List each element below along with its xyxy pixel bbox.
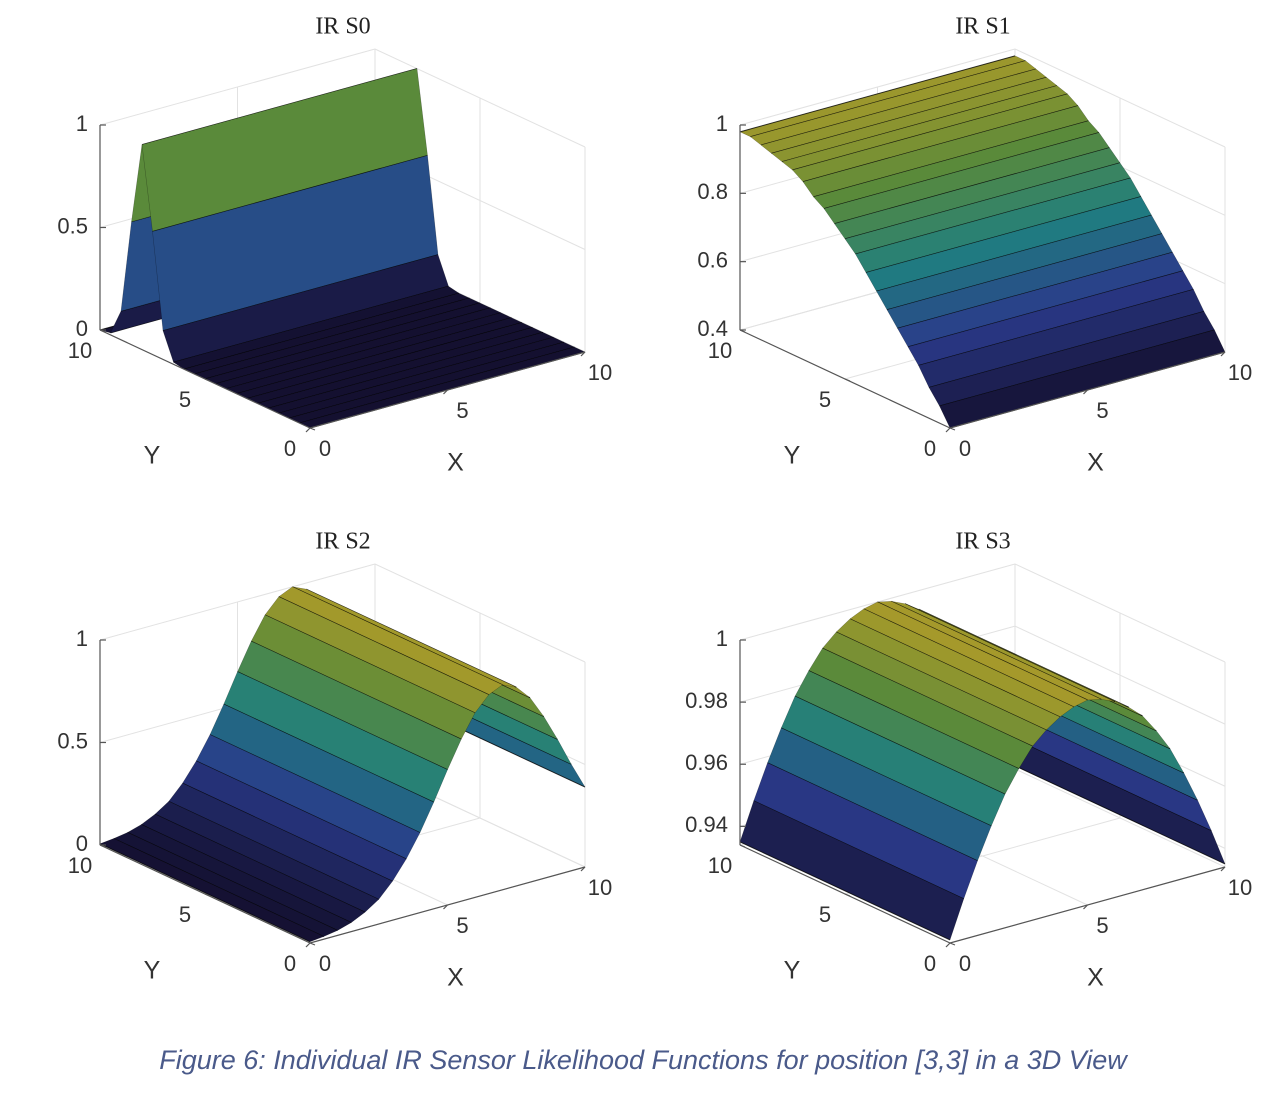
grid-line — [1014, 48, 1226, 148]
z-tick-label: 0.4 — [697, 316, 728, 341]
z-tick-label: 0.96 — [685, 750, 728, 775]
x-tick — [580, 866, 586, 872]
z-tick-label: 1 — [716, 111, 728, 136]
z-tick-label: 0.6 — [697, 247, 728, 272]
x-tick-label: 10 — [588, 360, 612, 385]
grid-line — [99, 48, 376, 126]
mesh-line — [739, 55, 1016, 133]
x-tick-label: 5 — [456, 398, 468, 423]
mesh-line — [1014, 765, 1226, 865]
z-tick-label: 0.8 — [697, 179, 728, 204]
z-tick-label: 0.98 — [685, 688, 728, 713]
x-axis-label: X — [447, 964, 464, 992]
y-tick — [949, 427, 956, 431]
x-axis-label: X — [447, 449, 464, 477]
mesh-line — [739, 841, 951, 941]
y-tick — [309, 942, 316, 946]
surface-plot: 0 5 10 0 5 10 0.94 0.96 0.98 1 X Y IR S3 — [685, 529, 1252, 992]
x-tick — [443, 389, 448, 395]
z-tick-label: 0.5 — [57, 213, 88, 238]
x-tick — [1220, 866, 1226, 872]
y-tick — [204, 378, 211, 382]
y-tick — [844, 378, 851, 382]
x-tick — [1083, 904, 1088, 910]
grid-line — [99, 563, 376, 641]
x-tick-label: 10 — [1228, 875, 1252, 900]
grid-line — [739, 48, 1016, 126]
y-axis-label: Y — [784, 442, 801, 470]
grid-line — [374, 48, 586, 148]
x-axis-label: X — [1087, 964, 1104, 992]
y-tick-label: 0 — [924, 951, 936, 976]
chart-title: IR S2 — [315, 529, 370, 555]
x-tick-label: 10 — [588, 875, 612, 900]
y-axis-label: Y — [784, 957, 801, 985]
x-tick — [305, 942, 311, 948]
y-tick — [844, 893, 851, 897]
x-tick-label: 0 — [319, 951, 331, 976]
z-tick-label: 0.94 — [685, 812, 728, 837]
y-tick — [949, 942, 956, 946]
z-tick-label: 0 — [76, 316, 88, 341]
y-tick-label: 0 — [284, 951, 296, 976]
y-tick-label: 10 — [708, 338, 732, 363]
chart-title: IR S1 — [955, 14, 1010, 40]
caption: Figure 6: Individual IR Sensor Likelihoo… — [159, 1045, 1128, 1075]
x-tick — [945, 427, 951, 433]
y-tick-label: 5 — [819, 387, 831, 412]
y-tick-label: 5 — [819, 902, 831, 927]
z-tick-label: 1 — [76, 626, 88, 651]
z-tick-label: 1 — [716, 626, 728, 651]
y-tick-label: 10 — [68, 853, 92, 878]
x-tick-label: 10 — [1228, 360, 1252, 385]
y-tick-label: 10 — [68, 338, 92, 363]
grid-line — [1014, 625, 1226, 725]
y-axis-label: Y — [144, 957, 161, 985]
y-tick — [204, 893, 211, 897]
x-tick — [305, 427, 311, 433]
x-tick-label: 0 — [319, 436, 331, 461]
y-tick-label: 10 — [708, 853, 732, 878]
x-tick — [443, 904, 448, 910]
x-axis-label: X — [1087, 449, 1104, 477]
y-tick — [739, 844, 746, 848]
mesh-line — [99, 843, 311, 943]
x-tick — [580, 351, 586, 357]
y-tick-label: 0 — [924, 436, 936, 461]
x-tick-label: 5 — [456, 913, 468, 938]
y-tick-label: 0 — [284, 436, 296, 461]
grid-line — [374, 563, 586, 663]
chart-title: IR S0 — [315, 14, 370, 40]
x-tick-label: 5 — [1096, 398, 1108, 423]
chart-title: IR S3 — [955, 529, 1010, 555]
x-tick — [945, 942, 951, 948]
x-tick — [1083, 389, 1088, 395]
y-axis-label: Y — [144, 442, 161, 470]
z-tick-label: 0.5 — [57, 728, 88, 753]
x-tick-label: 0 — [959, 951, 971, 976]
z-tick-label: 1 — [76, 111, 88, 136]
x-tick-label: 0 — [959, 436, 971, 461]
x-tick-label: 5 — [1096, 913, 1108, 938]
z-tick-label: 0 — [76, 831, 88, 856]
y-tick — [309, 427, 316, 431]
x-tick — [1220, 351, 1226, 357]
y-tick-label: 5 — [179, 387, 191, 412]
y-tick-label: 5 — [179, 902, 191, 927]
grid-line — [1014, 563, 1226, 663]
